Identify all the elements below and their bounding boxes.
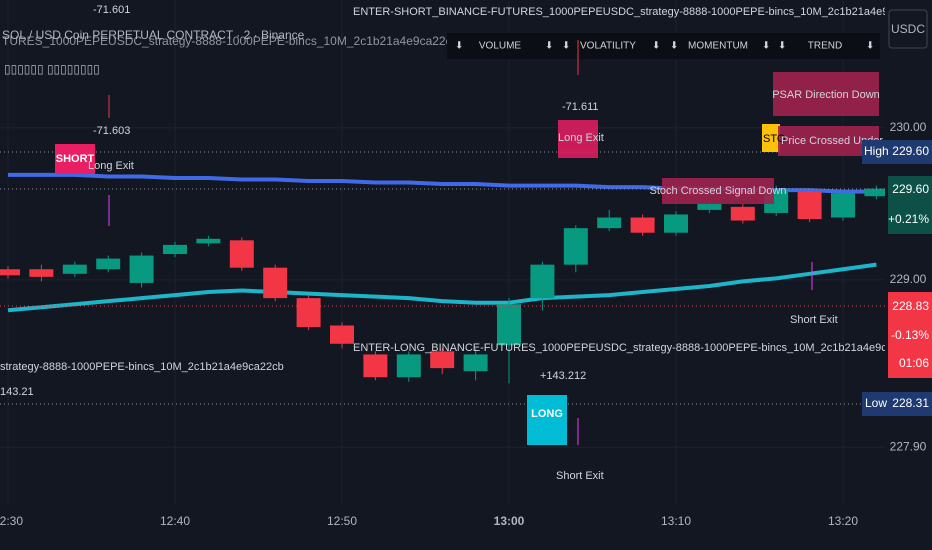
candle-body	[62, 264, 87, 274]
arrow: ⬇	[866, 41, 874, 52]
marker-change: -0.13%	[891, 328, 929, 342]
note-box	[762, 124, 780, 152]
candle-body	[664, 214, 688, 233]
exit-text: Short Exit	[556, 470, 604, 482]
low-box	[888, 392, 932, 416]
x-tick-label: 12:30	[0, 514, 23, 528]
high-label: High	[864, 144, 889, 158]
x-tick-label: 13:10	[661, 514, 691, 528]
x-tick-label: 13:00	[494, 514, 525, 528]
candle-body	[0, 269, 20, 276]
pnl-text: 143.21	[0, 386, 34, 398]
arrow: ⬇	[545, 41, 553, 52]
candle-body	[396, 354, 421, 378]
candle-body	[730, 206, 755, 221]
note-text: Stoch Crossed Signal Down	[650, 185, 787, 197]
candle-body	[96, 258, 121, 270]
y-ticks: 230.00 229.00 227.90	[890, 120, 927, 453]
exit-badge	[558, 120, 598, 158]
arrow: ⬇	[562, 41, 570, 52]
exit-text: Short Exit	[790, 314, 838, 326]
axis-corner	[885, 505, 932, 550]
candle-body	[630, 217, 655, 233]
note-text: PSAR Direction Down	[772, 89, 880, 101]
candle-body	[497, 304, 521, 346]
table-header: VOLATILITY	[580, 41, 636, 52]
y-tick-label: 230.00	[890, 120, 927, 134]
price-axis	[885, 0, 932, 505]
x-ticks: 12:30 12:40 12:50 13:00 13:10 13:20	[0, 514, 858, 528]
status: ▯▯▯▯▯▯ ▯▯▯▯▯▯▯▯	[4, 62, 100, 76]
last-change: +0.21%	[888, 212, 929, 226]
high-box	[888, 140, 932, 164]
candle-body	[463, 354, 488, 372]
short-label: SHORT	[56, 153, 95, 165]
exit-text: Long Exit	[88, 160, 134, 172]
candle-body	[229, 240, 254, 268]
candle-body	[530, 264, 555, 299]
x-tick-label: 12:50	[327, 514, 357, 528]
currency-button[interactable]	[888, 9, 928, 49]
long-badge	[527, 395, 567, 445]
candle-body	[363, 354, 388, 378]
low-value: 228.31	[892, 396, 929, 410]
table-header: MOMENTUM	[688, 41, 748, 52]
countdown: 01:06	[899, 356, 929, 370]
y-tick-label: 229.00	[890, 272, 927, 286]
symbol-title: SOL / USD Coin PERPETUAL CONTRACT · 2 · …	[2, 28, 305, 42]
arrow: ⬇	[455, 41, 463, 52]
y-tick-label: 227.90	[890, 439, 927, 453]
candles	[0, 185, 889, 384]
candle-body	[697, 203, 722, 210]
strategy-text: strategy-8888-1000PEPE-bincs_10M_2c1b21a…	[0, 361, 284, 373]
arrow: ⬇	[670, 41, 678, 52]
x-tick-label: 13:20	[828, 514, 858, 528]
high-tag	[862, 140, 888, 164]
marker-box	[888, 292, 932, 378]
indicator-line	[7, 262, 877, 313]
pnl-text: -71.611	[562, 101, 599, 113]
short-badge	[55, 144, 95, 174]
last-price: 229.60	[892, 182, 929, 196]
signal-text: ENTER-SHORT_BINANCE-FUTURES_1000PEPEUSDC…	[353, 6, 924, 18]
table-header: TREND	[808, 41, 842, 52]
candle-body	[831, 193, 855, 218]
arrow: ⬇	[778, 41, 786, 52]
candle-body	[196, 238, 221, 244]
note-box	[662, 178, 774, 204]
strategy-title: TURES_1000PEPEUSDC_strategy-8888-1000PEP…	[2, 34, 459, 48]
low-label: Low	[865, 396, 887, 410]
candle-body	[597, 217, 622, 229]
candle-body	[296, 298, 321, 328]
candle-body	[163, 244, 187, 255]
candle-body	[330, 325, 354, 344]
candle-body	[797, 191, 822, 220]
candle-body	[563, 228, 588, 265]
candle-body	[129, 255, 154, 283]
currency[interactable]: USDC	[891, 22, 925, 36]
arrow: ⬇	[762, 41, 770, 52]
pnl-text: -71.601	[93, 4, 130, 16]
low-tag	[862, 392, 888, 416]
marker-price: 228.83	[892, 299, 929, 313]
pnl-text: -71.603	[93, 125, 130, 137]
high-value: 229.60	[892, 144, 929, 158]
last-box	[888, 176, 932, 234]
signal-text: ENTER-LONG_BINANCE-FUTURES_1000PEPEUSDC_…	[353, 342, 932, 354]
pnl-text: +143.212	[540, 370, 586, 382]
long-label: LONG	[531, 408, 563, 420]
info-table	[447, 33, 880, 59]
exit-text: Long Exit	[558, 132, 604, 144]
note-text: STO	[763, 133, 786, 145]
x-tick-label: 12:40	[160, 514, 190, 528]
table-header: VOLUME	[479, 41, 522, 52]
candle-body	[430, 351, 455, 369]
candle-body	[864, 188, 889, 197]
candle-body	[29, 269, 54, 277]
candle-body	[263, 267, 288, 299]
arrow: ⬇	[652, 41, 660, 52]
note-box	[773, 72, 879, 116]
